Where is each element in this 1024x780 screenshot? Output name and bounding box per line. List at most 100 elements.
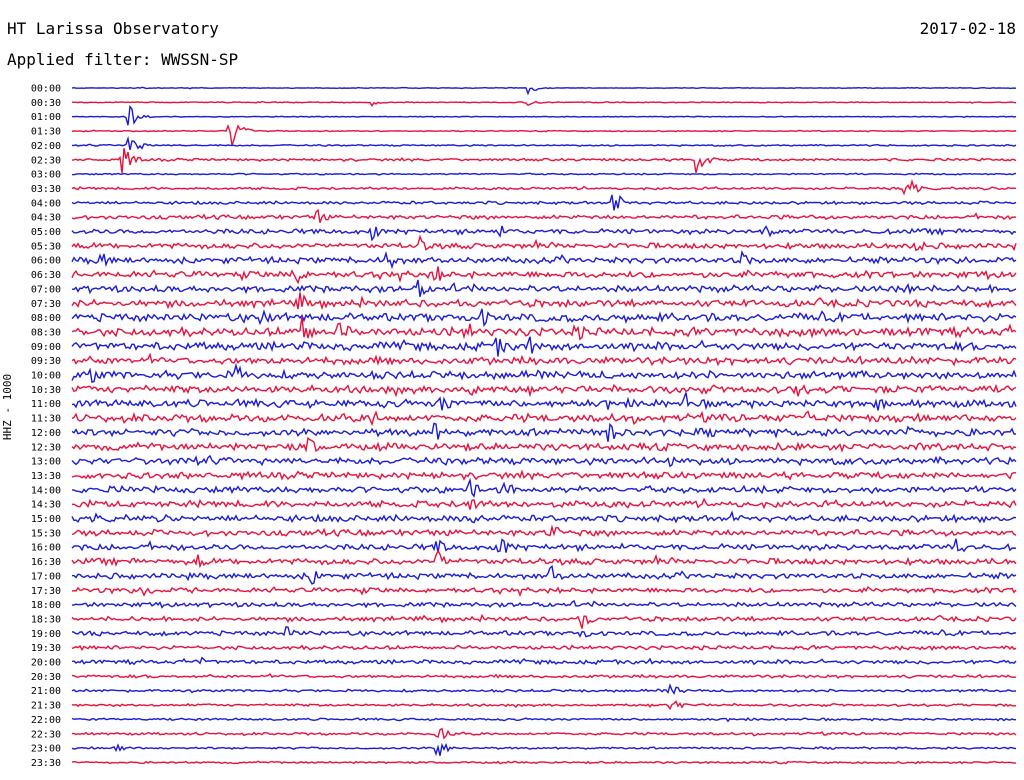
row-time-label: 04:30 xyxy=(31,213,61,224)
row-time-label: 06:30 xyxy=(31,270,61,281)
row-time-label: 02:00 xyxy=(31,141,61,152)
trace-line xyxy=(71,683,1017,696)
trace-line xyxy=(71,497,1017,510)
row-time-label: 08:30 xyxy=(31,327,61,338)
trace-line xyxy=(71,392,1017,411)
row-time-label: 05:30 xyxy=(31,241,61,252)
trace-line xyxy=(71,524,1017,538)
trace-line xyxy=(71,148,1017,174)
trace-line xyxy=(71,549,1017,569)
station-title: HT Larissa Observatory xyxy=(7,19,219,38)
row-time-label: 09:00 xyxy=(31,342,61,353)
row-time-label: 19:00 xyxy=(31,629,61,640)
trace-line xyxy=(71,352,1017,367)
trace-line xyxy=(71,266,1017,285)
trace-line xyxy=(71,86,1017,96)
trace-line xyxy=(71,454,1017,468)
row-time-label: 00:00 xyxy=(31,84,61,95)
row-time-label: 11:00 xyxy=(31,399,61,410)
trace-line xyxy=(71,625,1017,638)
row-time-label: 10:30 xyxy=(31,385,61,396)
row-time-label: 06:00 xyxy=(31,256,61,267)
row-time-label: 04:00 xyxy=(31,198,61,209)
row-time-label: 11:30 xyxy=(31,414,61,425)
row-time-label: 03:00 xyxy=(31,170,61,181)
time-labels: 00:00 00:30 01:00 01:30 02:00 02:30 03:00 03:30… xyxy=(31,84,61,769)
row-time-label: 17:30 xyxy=(31,586,61,597)
recording-date: 2017-02-18 xyxy=(919,19,1016,38)
filter-label: Applied filter: WWSSN-SP xyxy=(7,50,239,69)
row-time-label: 14:30 xyxy=(31,500,61,511)
row-time-label: 16:00 xyxy=(31,543,61,554)
trace-line xyxy=(71,477,1017,498)
trace-line xyxy=(71,124,1016,146)
row-time-label: 07:30 xyxy=(31,299,61,310)
trace-line xyxy=(71,208,1017,223)
row-time-label: 20:00 xyxy=(31,658,61,669)
row-time-label: 20:30 xyxy=(31,672,61,683)
trace-line xyxy=(71,383,1017,398)
row-time-label: 21:00 xyxy=(31,686,61,697)
row-time-label: 18:00 xyxy=(31,600,61,611)
trace-line xyxy=(71,436,1017,453)
trace-line xyxy=(71,422,1017,442)
trace-line xyxy=(71,727,1017,740)
trace-line xyxy=(71,538,1017,553)
row-time-label: 21:30 xyxy=(31,701,61,712)
trace-line xyxy=(71,172,1017,176)
trace-line xyxy=(72,135,1017,151)
row-time-label: 03:30 xyxy=(31,184,61,195)
row-time-label: 02:30 xyxy=(31,155,61,166)
row-time-label: 13:00 xyxy=(31,457,61,468)
row-time-label: 05:00 xyxy=(31,227,61,238)
row-time-label: 08:00 xyxy=(31,313,61,324)
row-time-label: 09:30 xyxy=(31,356,61,367)
row-time-label: 01:30 xyxy=(31,127,61,138)
trace-line xyxy=(71,194,1017,211)
row-time-label: 00:30 xyxy=(31,98,61,109)
row-time-label: 16:30 xyxy=(31,557,61,568)
trace-line xyxy=(71,104,1017,126)
row-time-label: 15:30 xyxy=(31,528,61,539)
trace-line xyxy=(72,100,1017,107)
row-time-label: 13:30 xyxy=(31,471,61,482)
trace-line xyxy=(71,316,1017,341)
row-time-label: 23:30 xyxy=(31,758,61,769)
row-time-label: 12:30 xyxy=(31,442,61,453)
seismic-traces xyxy=(71,86,1017,765)
trace-line xyxy=(71,599,1017,609)
row-time-label: 12:00 xyxy=(31,428,61,439)
trace-line xyxy=(71,279,1017,297)
trace-line xyxy=(71,564,1017,585)
trace-line xyxy=(71,656,1017,666)
row-time-label: 10:00 xyxy=(31,371,61,382)
trace-line xyxy=(71,178,1017,196)
trace-line xyxy=(71,469,1017,481)
row-time-label: 17:00 xyxy=(31,571,61,582)
trace-line xyxy=(71,410,1017,427)
row-time-label: 19:30 xyxy=(31,643,61,654)
row-time-label: 22:00 xyxy=(31,715,61,726)
trace-line xyxy=(71,586,1017,597)
trace-line xyxy=(71,613,1017,629)
row-time-label: 07:00 xyxy=(31,284,61,295)
trace-line xyxy=(71,250,1017,270)
trace-line xyxy=(71,742,1017,757)
trace-line xyxy=(71,362,1017,383)
trace-line xyxy=(71,672,1017,679)
row-time-label: 23:00 xyxy=(31,744,61,755)
trace-line xyxy=(71,308,1017,327)
row-time-label: 22:30 xyxy=(31,729,61,740)
trace-line xyxy=(71,760,1017,765)
trace-line xyxy=(71,234,1017,252)
trace-line xyxy=(71,700,1017,711)
row-time-label: 14:00 xyxy=(31,485,61,496)
row-time-label: 01:00 xyxy=(31,112,61,123)
trace-line xyxy=(71,644,1017,652)
trace-line xyxy=(71,292,1017,311)
row-time-label: 15:00 xyxy=(31,514,61,525)
trace-line xyxy=(71,225,1017,242)
trace-line xyxy=(71,510,1017,524)
row-time-label: 18:30 xyxy=(31,614,61,625)
